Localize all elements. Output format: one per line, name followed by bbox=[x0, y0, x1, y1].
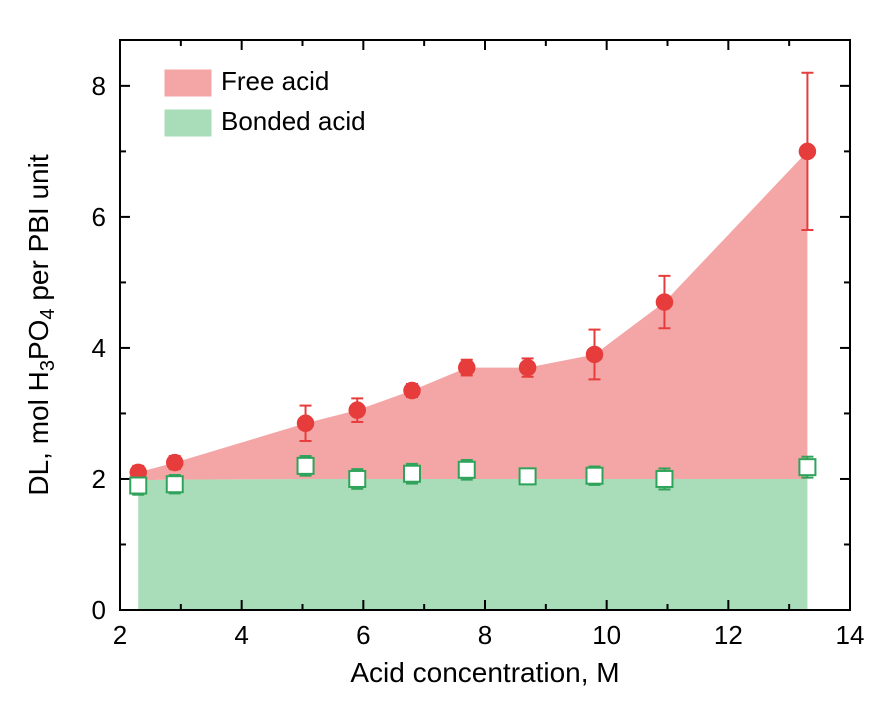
y-axis-label: DL, mol H3PO4 per PBI unit bbox=[23, 154, 59, 495]
y-tick-label: 6 bbox=[92, 202, 106, 232]
x-tick-label: 4 bbox=[234, 620, 248, 650]
data-point bbox=[130, 478, 146, 494]
legend-label: Free acid bbox=[221, 66, 329, 96]
legend-label: Bonded acid bbox=[221, 106, 366, 136]
data-point bbox=[349, 471, 365, 487]
x-tick-label: 10 bbox=[592, 620, 621, 650]
data-point bbox=[459, 360, 475, 376]
data-point bbox=[167, 455, 183, 471]
y-tick-label: 4 bbox=[92, 333, 106, 363]
data-point bbox=[459, 462, 475, 478]
legend: Free acid Bonded acid bbox=[165, 66, 366, 136]
data-point bbox=[520, 360, 536, 376]
data-point bbox=[656, 471, 672, 487]
y-tick-label: 2 bbox=[92, 464, 106, 494]
legend-swatch bbox=[165, 70, 211, 96]
data-point bbox=[587, 468, 603, 484]
chart-container: 246810121402468Acid concentration, MDL, … bbox=[0, 0, 890, 712]
data-point bbox=[298, 415, 314, 431]
data-point bbox=[167, 476, 183, 492]
x-tick-label: 12 bbox=[714, 620, 743, 650]
x-tick-label: 14 bbox=[836, 620, 865, 650]
bonded-area bbox=[138, 479, 807, 610]
data-point bbox=[404, 383, 420, 399]
y-tick-label: 0 bbox=[92, 595, 106, 625]
data-point bbox=[656, 294, 672, 310]
x-tick-label: 8 bbox=[478, 620, 492, 650]
data-point bbox=[587, 346, 603, 362]
areas-group bbox=[138, 151, 807, 610]
x-tick-label: 2 bbox=[113, 620, 127, 650]
data-point bbox=[799, 459, 815, 475]
x-axis-label: Acid concentration, M bbox=[350, 657, 619, 688]
chart-svg: 246810121402468Acid concentration, MDL, … bbox=[0, 0, 890, 712]
data-point bbox=[349, 402, 365, 418]
data-point bbox=[298, 458, 314, 474]
x-tick-label: 6 bbox=[356, 620, 370, 650]
legend-swatch bbox=[165, 110, 211, 136]
y-tick-label: 8 bbox=[92, 71, 106, 101]
free-area bbox=[138, 151, 807, 480]
data-point bbox=[520, 468, 536, 484]
data-point bbox=[404, 466, 420, 482]
data-point bbox=[799, 143, 815, 159]
